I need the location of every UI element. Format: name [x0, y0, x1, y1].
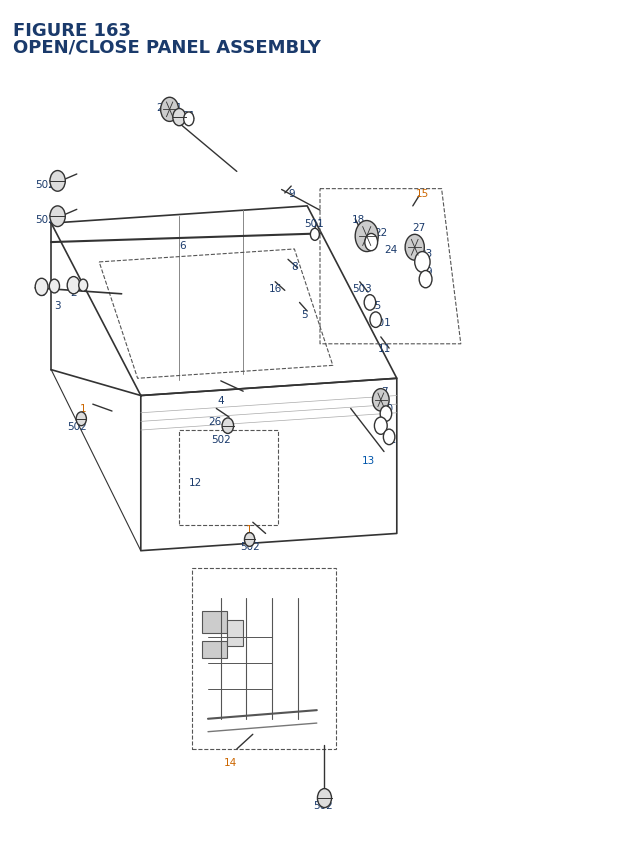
Circle shape — [415, 252, 430, 273]
Circle shape — [419, 271, 432, 288]
Text: 18: 18 — [352, 214, 365, 225]
Text: 502: 502 — [314, 800, 333, 810]
Bar — [202, 611, 227, 633]
Text: 26: 26 — [208, 417, 221, 427]
Text: 14: 14 — [224, 757, 237, 767]
Text: 13: 13 — [362, 455, 374, 466]
Text: 12: 12 — [189, 477, 202, 487]
Text: OPEN/CLOSE PANEL ASSEMBLY: OPEN/CLOSE PANEL ASSEMBLY — [13, 39, 321, 57]
Circle shape — [365, 234, 378, 251]
Text: 15: 15 — [416, 189, 429, 199]
Text: 23: 23 — [419, 249, 432, 259]
Text: 27: 27 — [413, 223, 426, 233]
Text: 502: 502 — [211, 434, 230, 444]
Circle shape — [50, 171, 65, 192]
Circle shape — [49, 280, 60, 294]
Text: 16: 16 — [269, 283, 282, 294]
Circle shape — [317, 789, 332, 808]
Text: 10: 10 — [381, 404, 394, 414]
Text: 1: 1 — [246, 524, 253, 535]
Text: FIGURE 163: FIGURE 163 — [13, 22, 131, 40]
Text: 25: 25 — [368, 300, 381, 311]
Circle shape — [35, 279, 48, 296]
Circle shape — [370, 313, 381, 328]
Circle shape — [310, 229, 319, 241]
Text: 502: 502 — [240, 542, 259, 552]
Text: 20: 20 — [157, 102, 170, 113]
Circle shape — [355, 221, 378, 252]
Text: 24: 24 — [384, 245, 397, 255]
Text: 502: 502 — [35, 214, 54, 225]
Text: 9: 9 — [426, 266, 432, 276]
Circle shape — [76, 412, 86, 426]
Circle shape — [374, 418, 387, 435]
Text: 7: 7 — [381, 387, 387, 397]
Text: 9: 9 — [288, 189, 294, 199]
Bar — [192, 568, 336, 749]
Circle shape — [222, 418, 234, 434]
Text: 5: 5 — [301, 309, 307, 319]
Circle shape — [79, 280, 88, 292]
Circle shape — [372, 389, 389, 412]
Circle shape — [244, 533, 255, 547]
Text: 21: 21 — [182, 111, 195, 121]
Text: 501: 501 — [371, 318, 390, 328]
Circle shape — [173, 109, 186, 127]
Circle shape — [405, 235, 424, 261]
Text: 502: 502 — [67, 421, 86, 431]
Circle shape — [364, 295, 376, 311]
Text: 4: 4 — [218, 395, 224, 406]
Text: 3: 3 — [54, 300, 61, 311]
Text: 1: 1 — [80, 404, 86, 414]
Text: 2: 2 — [38, 288, 45, 298]
Circle shape — [383, 430, 395, 445]
Bar — [179, 430, 278, 525]
Text: 11: 11 — [170, 102, 182, 113]
Circle shape — [67, 277, 80, 294]
Text: 2: 2 — [70, 288, 77, 298]
Text: 22: 22 — [374, 227, 387, 238]
Bar — [202, 641, 227, 659]
Circle shape — [184, 113, 194, 127]
Circle shape — [380, 406, 392, 422]
Text: 6: 6 — [179, 240, 186, 251]
Text: 8: 8 — [291, 262, 298, 272]
Text: 17: 17 — [355, 236, 368, 246]
Circle shape — [50, 207, 65, 227]
Text: 19: 19 — [374, 421, 387, 431]
Text: 11: 11 — [384, 434, 397, 444]
Bar — [227, 620, 243, 646]
Text: 501: 501 — [304, 219, 323, 229]
Text: 11: 11 — [378, 344, 390, 354]
Text: 503: 503 — [352, 283, 371, 294]
Circle shape — [161, 98, 179, 122]
Text: 502: 502 — [35, 180, 54, 190]
